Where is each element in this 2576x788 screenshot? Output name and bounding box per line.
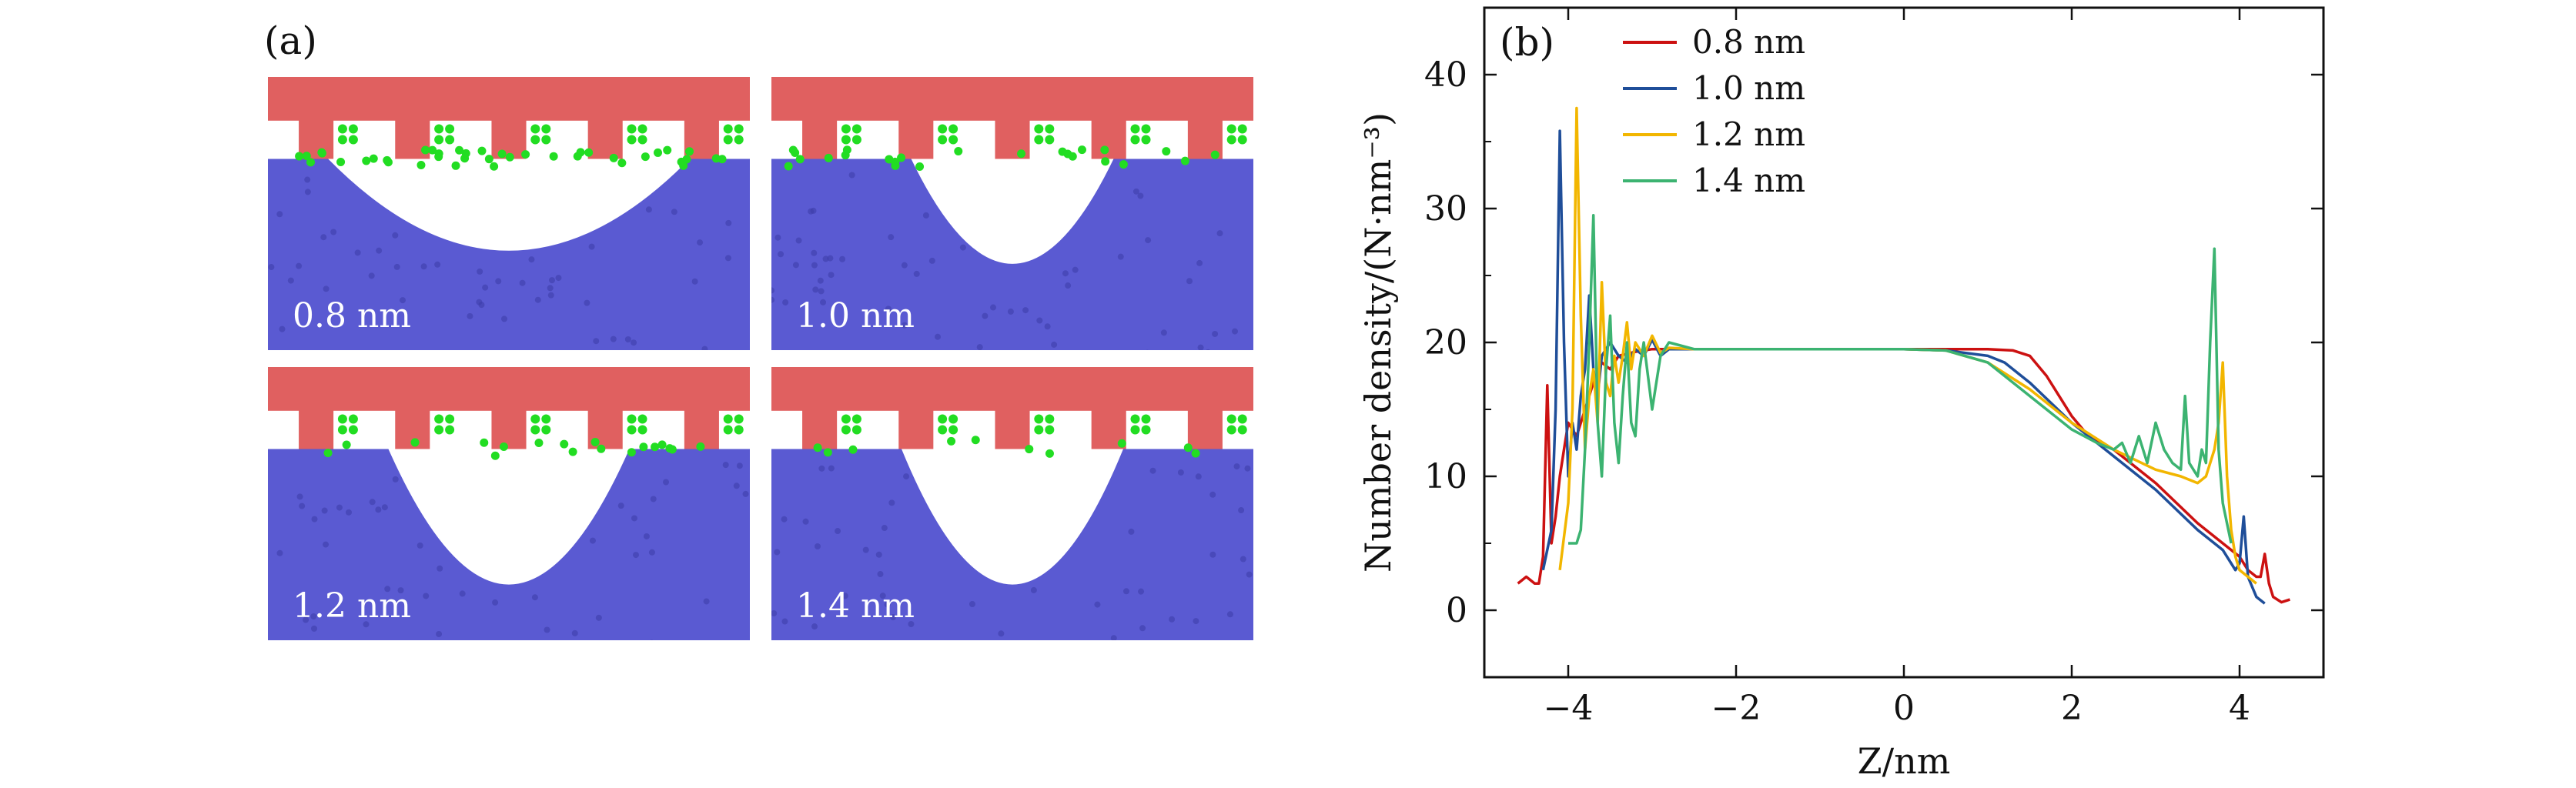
legend-label: 0.8 nm <box>1692 23 1805 61</box>
liquid-particles <box>276 462 749 640</box>
legend: 0.8 nm 1.0 nm 1.2 nm 1.4 nm <box>1623 23 1805 199</box>
y-tick-label: 30 <box>1424 189 1467 229</box>
liquid-region <box>771 159 1253 350</box>
y-tick-label: 10 <box>1424 457 1467 496</box>
electrode-wall <box>771 367 1253 449</box>
series-lines <box>1517 106 2290 605</box>
ion-particles <box>813 414 1247 458</box>
x-tick-label: −4 <box>1544 689 1594 728</box>
snapshot-1: 0.8 nm <box>268 77 750 350</box>
snapshot-label: 1.0 nm <box>796 296 915 336</box>
x-tick-label: −2 <box>1711 689 1761 728</box>
snapshot-4: 1.4 nm <box>771 367 1253 640</box>
electrode-wall <box>268 367 750 449</box>
y-tick-label: 40 <box>1424 55 1467 95</box>
panel-b-label: (b) <box>1500 20 1554 65</box>
y-tick-label: 20 <box>1424 323 1467 362</box>
x-tick-label: 0 <box>1893 689 1915 728</box>
density-chart: (b) −4 −2 0 2 4 0 10 20 30 40 Z/nm Number densit… <box>1357 6 2325 782</box>
liquid-particles <box>771 172 1238 350</box>
x-axis-ticks: −4 −2 0 2 4 <box>1544 8 2250 728</box>
x-tick-label: 4 <box>2229 689 2250 728</box>
liquid-particles <box>268 176 732 350</box>
y-tick-label: 0 <box>1446 591 1467 630</box>
legend-label: 1.2 nm <box>1692 115 1805 153</box>
ion-particles <box>784 124 1247 171</box>
electrode-wall <box>268 77 750 159</box>
series-line-1.0-nm <box>1541 129 2266 605</box>
snapshot-label: 1.2 nm <box>293 586 411 626</box>
ion-particles <box>323 414 744 460</box>
ion-particles <box>295 124 744 171</box>
x-axis-label: Z/nm <box>1858 740 1951 782</box>
y-axis-ticks: 0 10 20 30 40 <box>1424 55 2323 630</box>
liquid-region <box>771 449 1253 640</box>
legend-label: 1.4 nm <box>1692 162 1805 199</box>
snapshot-2: 1.0 nm <box>771 77 1253 350</box>
liquid-region <box>268 449 750 640</box>
legend-label: 1.0 nm <box>1692 69 1805 107</box>
liquid-region <box>268 159 750 350</box>
electrode-wall <box>771 77 1253 159</box>
snapshot-label: 0.8 nm <box>293 296 411 336</box>
x-tick-label: 2 <box>2061 689 2083 728</box>
panel-a-label: (a) <box>264 18 317 63</box>
snapshot-label: 1.4 nm <box>796 586 915 626</box>
liquid-particles <box>771 463 1253 640</box>
snapshots-grid: 0.8 nm 1.0 nm 1.2 nm 1.4 nm <box>268 77 1253 640</box>
series-line-1.4-nm <box>1568 213 2233 545</box>
snapshot-3: 1.2 nm <box>268 367 750 640</box>
y-axis-label: Number density/(N·nm⁻³) <box>1357 112 1399 573</box>
